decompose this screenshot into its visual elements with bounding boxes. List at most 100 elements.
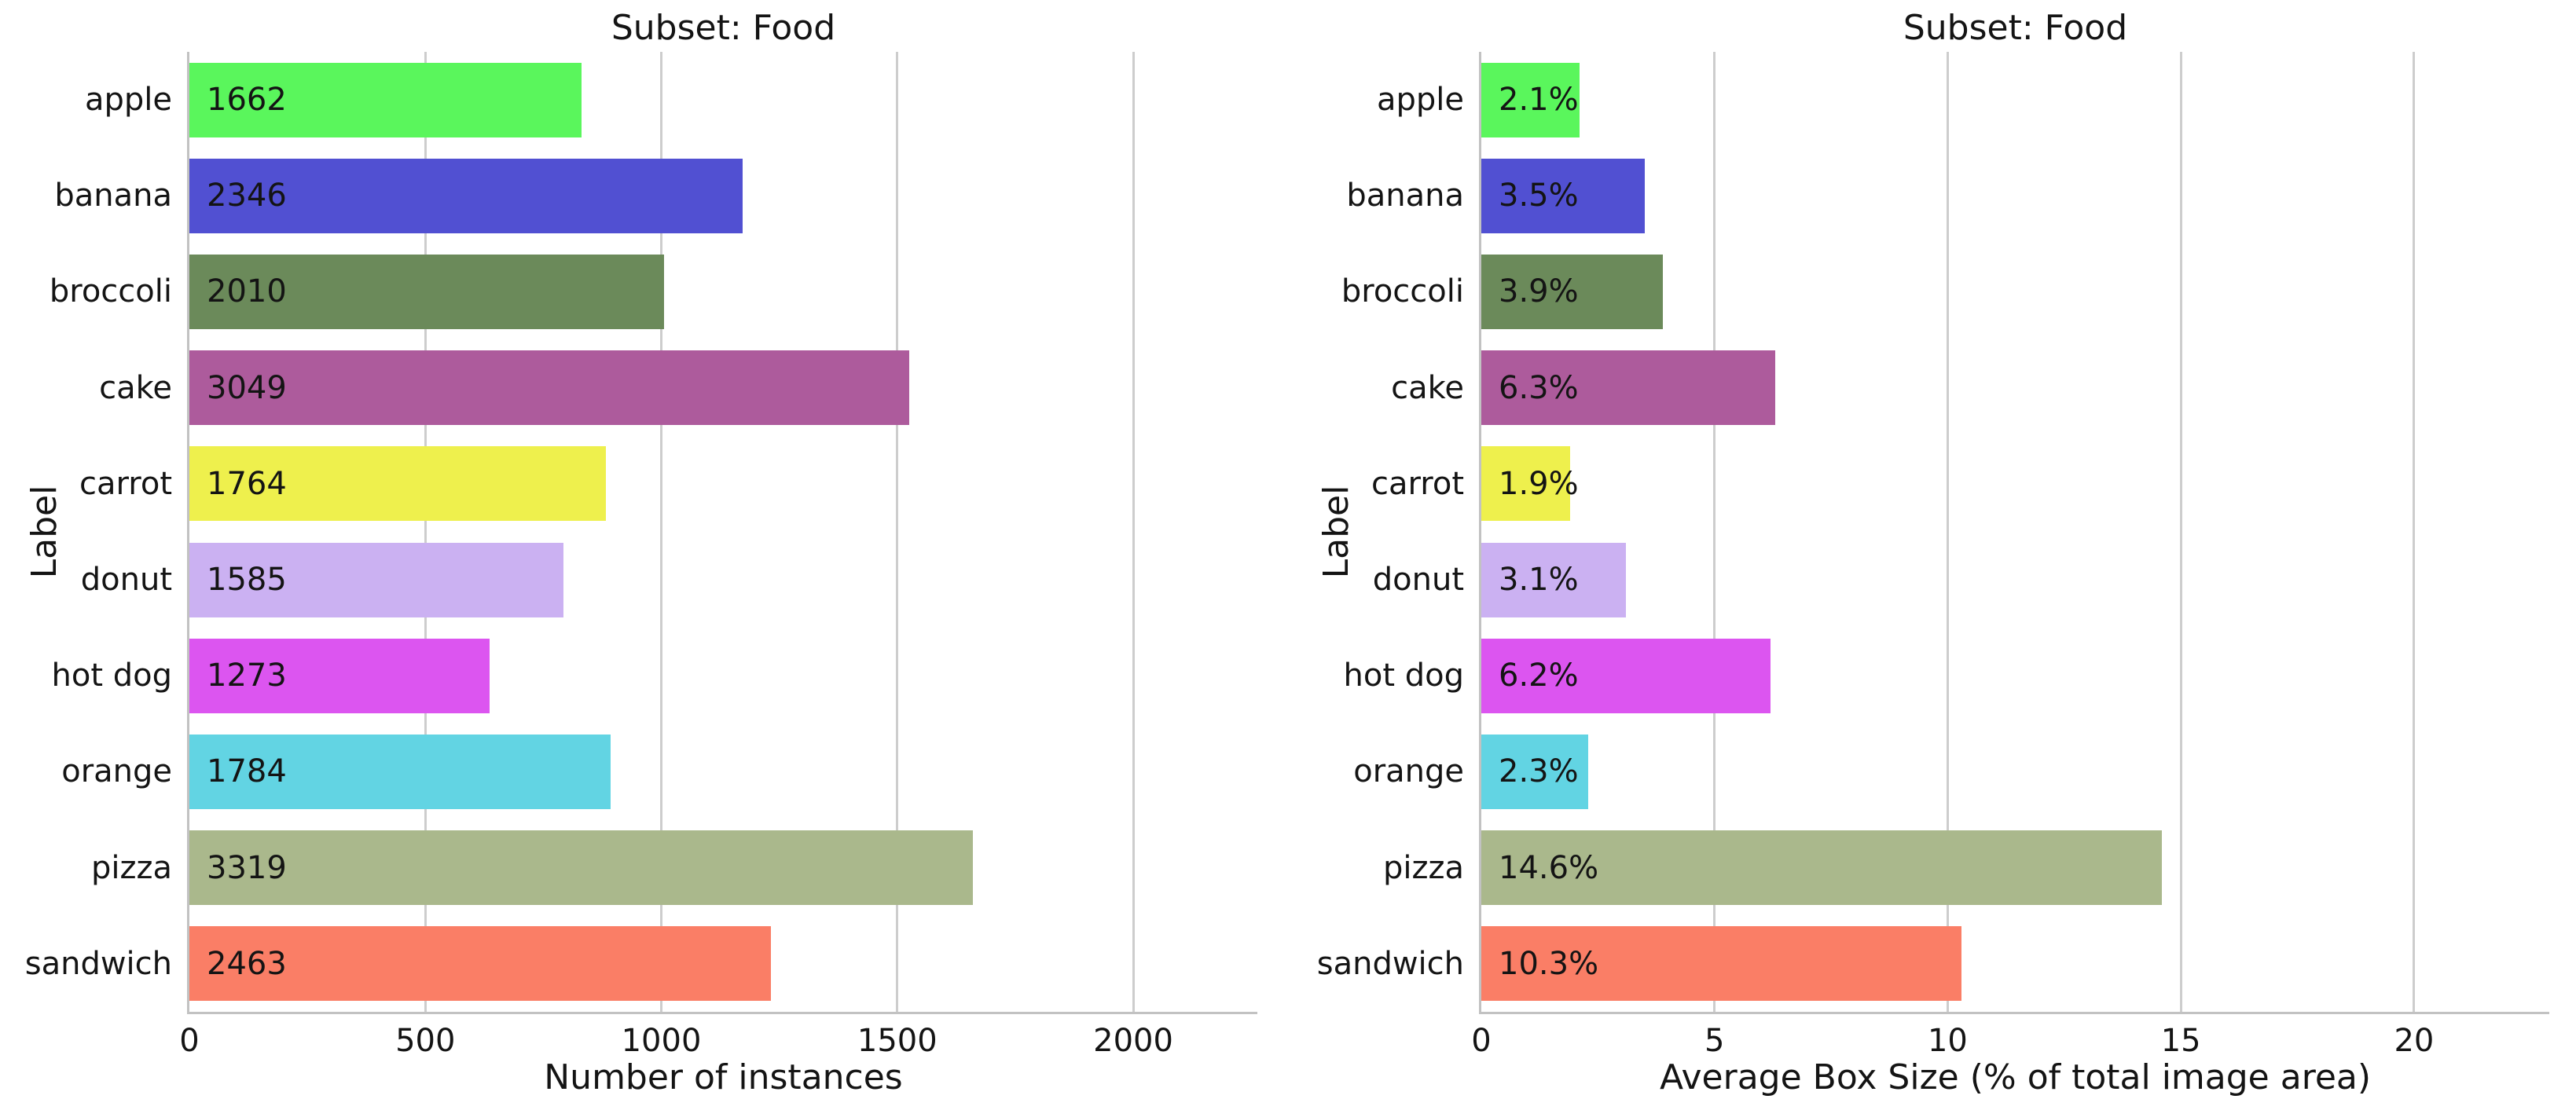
bar-row: 1585 [189, 532, 1257, 628]
bar-value-label: 1585 [207, 562, 287, 599]
plot-area: 2.1% 3.5% 3.9% 6.3% 1.9% 3.1% 6.2% 2.3% 14.6% 10.… [1479, 52, 2549, 1014]
bar-row: 3.9% [1481, 244, 2549, 339]
gridline [2413, 52, 2416, 1012]
ytick-label-carrot: carrot [1371, 465, 1464, 502]
bar-broccoli: 2010 [189, 254, 664, 329]
bar-banana: 3.5% [1481, 158, 1645, 233]
xtick-label: 20 [2394, 1023, 2435, 1059]
xtick-label: 15 [2160, 1023, 2201, 1059]
bar-row: 3.1% [1481, 532, 2549, 628]
xtick-label: 2000 [1093, 1023, 1173, 1059]
ytick-label-pizza: pizza [90, 849, 172, 886]
ytick-label-cake: cake [99, 369, 172, 406]
bar-row: 14.6% [1481, 820, 2549, 916]
ytick-label-carrot: carrot [79, 465, 172, 502]
bar-row: 10.3% [1481, 916, 2549, 1012]
bar-broccoli: 3.9% [1481, 254, 1664, 329]
bar-donut: 1585 [189, 542, 563, 617]
bar-value-label: 3.9% [1499, 273, 1579, 310]
xtick-label: 0 [179, 1023, 200, 1059]
ytick-label-banana: banana [1346, 178, 1464, 214]
bar-value-label: 3049 [207, 369, 287, 406]
y-axis-label: Label [1316, 485, 1356, 579]
bar-value-label: 6.2% [1499, 658, 1579, 694]
bar-value-label: 3.5% [1499, 178, 1579, 214]
bar-value-label: 2.1% [1499, 82, 1579, 119]
bar-value-label: 10.3% [1499, 945, 1599, 982]
bar-carrot: 1764 [189, 446, 606, 522]
bar-value-label: 6.3% [1499, 369, 1579, 406]
bar-donut: 3.1% [1481, 542, 1626, 617]
ytick-label-hot-dog: hot dog [1343, 658, 1464, 694]
bar-carrot: 1.9% [1481, 446, 1579, 522]
bar-value-label: 2010 [207, 273, 287, 310]
ytick-label-donut: donut [1372, 562, 1464, 599]
bar-value-label: 1764 [207, 465, 287, 502]
bar-orange: 1784 [189, 734, 611, 809]
chart-title: Subset: Food [611, 8, 836, 48]
xtick-label: 500 [395, 1023, 456, 1059]
bar-value-label: 1784 [207, 753, 287, 790]
bar-cake: 6.3% [1481, 350, 1775, 426]
xtick-label: 1500 [857, 1023, 938, 1059]
bar-pizza: 14.6% [1481, 830, 2163, 906]
bar-value-label: 1273 [207, 658, 287, 694]
plot-area: 1662 2346 2010 3049 1764 1585 1273 1784 3319 2463 [187, 52, 1257, 1014]
bar-value-label: 14.6% [1499, 849, 1599, 886]
bar-hot-dog: 6.2% [1481, 638, 1771, 713]
bar-apple: 2.1% [1481, 62, 1580, 137]
ytick-label-apple: apple [1376, 82, 1464, 119]
ytick-label-sandwich: sandwich [1316, 945, 1464, 982]
bar-value-label: 1.9% [1499, 465, 1579, 502]
bar-orange: 2.3% [1481, 734, 1589, 809]
bar-row: 2.3% [1481, 724, 2549, 819]
xtick-label: 10 [1927, 1023, 1968, 1059]
x-axis-label: Number of instances [544, 1057, 903, 1097]
ytick-label-broccoli: broccoli [1341, 273, 1464, 310]
chart-title: Subset: Food [1903, 8, 2128, 48]
gridline [896, 52, 899, 1012]
ytick-label-pizza: pizza [1382, 849, 1464, 886]
gridline [424, 52, 427, 1012]
bar-banana: 2346 [189, 158, 743, 233]
bar-value-label: 2463 [207, 945, 287, 982]
bar-value-label: 3319 [207, 849, 287, 886]
gridline [1713, 52, 1716, 1012]
bar-value-label: 3.1% [1499, 562, 1579, 599]
bar-row: 3319 [189, 820, 1257, 916]
bar-row: 2010 [189, 244, 1257, 339]
ytick-label-donut: donut [80, 562, 172, 599]
xtick-label: 1000 [621, 1023, 702, 1059]
bar-row: 2463 [189, 916, 1257, 1012]
ytick-label-banana: banana [54, 178, 172, 214]
ytick-label-broccoli: broccoli [49, 273, 172, 310]
bar-row: 3.5% [1481, 148, 2549, 244]
bar-row: 6.3% [1481, 340, 2549, 436]
xtick-label: 0 [1471, 1023, 1492, 1059]
bar-value-label: 1662 [207, 82, 287, 119]
ytick-label-hot-dog: hot dog [51, 658, 172, 694]
bar-hot-dog: 1273 [189, 638, 490, 713]
bar-sandwich: 2463 [189, 926, 771, 1002]
bar-row: 1273 [189, 628, 1257, 724]
gridline [2179, 52, 2182, 1012]
x-axis-label: Average Box Size (% of total image area) [1659, 1057, 2372, 1097]
bar-row: 1662 [189, 52, 1257, 148]
gridline [1946, 52, 1949, 1012]
gridline [1132, 52, 1135, 1012]
gridline [660, 52, 663, 1012]
bar-row: 6.2% [1481, 628, 2549, 724]
bar-value-label: 2.3% [1499, 753, 1579, 790]
bar-row: 1784 [189, 724, 1257, 819]
ytick-label-orange: orange [61, 753, 172, 790]
bar-row: 2346 [189, 148, 1257, 244]
y-axis-label: Label [24, 485, 64, 579]
bar-sandwich: 10.3% [1481, 926, 1962, 1002]
bar-apple: 1662 [189, 62, 582, 137]
ytick-label-apple: apple [84, 82, 172, 119]
bar-row: 2.1% [1481, 52, 2549, 148]
bar-cake: 3049 [189, 350, 909, 426]
ytick-label-sandwich: sandwich [24, 945, 172, 982]
